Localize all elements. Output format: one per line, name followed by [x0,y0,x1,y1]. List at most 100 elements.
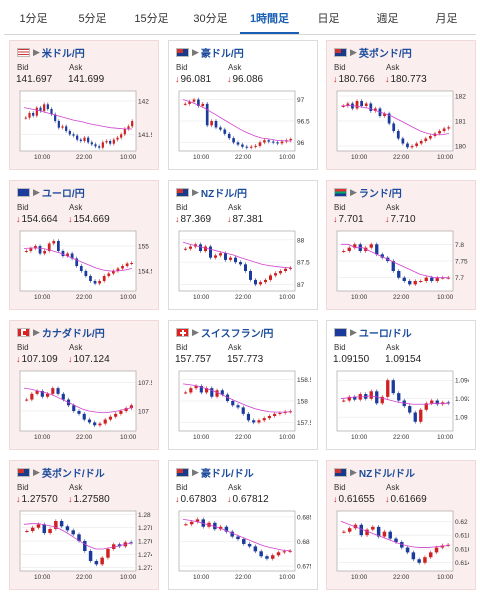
tab-3[interactable]: 30分足 [193,13,228,25]
bid-value: ↓96.081 [175,74,212,85]
candle-body [112,139,115,144]
price-chart[interactable]: 155 154.5 10:00 22:00 10:00 [18,229,152,303]
candle-body [441,277,445,279]
pair-name-link[interactable]: ▶ 豪ドル/円 [176,45,244,60]
candle-body [123,129,126,135]
down-arrow-icon: ↓ [333,494,338,504]
rate-card[interactable]: ▶ 豪ドル/円 Bid Ask ↓96.081 ↓96.086 97 96.5 96 10:00 2… [168,40,318,170]
candle-body [210,121,213,126]
candle-body [24,251,28,252]
x-tick-label: 22:00 [235,294,252,301]
down-arrow-icon: ↓ [385,74,390,84]
candle-body [391,261,395,271]
x-tick-label: 22:00 [393,434,410,441]
candle-body [397,271,401,278]
pair-name-link[interactable]: ▶ NZドル/ドル [334,465,415,480]
pair-name-link[interactable]: ▶ ランド/円 [334,185,402,200]
candle-body [35,391,39,394]
rate-card[interactable]: ▶スイスフラン/円 Bid Ask 157.757 157.773 158.5 158 157… [168,320,318,450]
ask-value: ↓1.27580 [68,494,110,505]
pair-name-link[interactable]: ▶ 英ポンド/ドル [17,465,105,480]
y-tick-label: 142 [138,99,149,106]
price-chart[interactable]: 107.5 107 10:00 22:00 10:00 [18,369,152,443]
rate-card[interactable]: ▶ NZドル/円 Bid Ask ↓87.369 ↓87.381 88 87.5 87 10:00… [168,180,318,310]
price-chart[interactable]: 142 141.5 10:00 22:00 10:00 [18,89,152,163]
candle-body [402,277,406,281]
down-arrow-icon: ↓ [333,214,338,224]
candle-body [236,405,240,408]
chevron-right-icon: ▶ [192,186,199,197]
pair-name-link[interactable]: ▶ スイスフラン/円 [176,325,273,340]
pair-name-link[interactable]: ▶ ユーロ/ドル [334,325,412,340]
y-tick-label: 0.618 [455,533,469,540]
rate-card[interactable]: ▶NZドル/ドル Bid Ask ↓0.61655 ↓0.61669 0.62 0.618 0… [326,460,476,590]
candle-body [88,551,93,561]
x-tick-label: 10:00 [34,294,51,301]
candle-body [195,519,200,522]
flag-icon [176,467,189,477]
candle-body [263,140,266,143]
candle-body [50,109,53,115]
candle-body [30,527,35,531]
rate-card[interactable]: ▶ユーロ/ドルBidAsk1.091501.091541.0941.0921.0… [326,320,476,450]
price-chart[interactable]: 88 87.5 87 10:00 22:00 10:00 [177,229,311,303]
rate-card[interactable]: ▶豪ドル/ドル Bid Ask ↓0.67803 ↓0.67812 0.685 0.68 0.… [168,460,318,590]
candle-body [100,557,104,565]
candle-body [419,281,423,282]
candle-body [188,101,191,104]
moving-average-line [182,99,292,142]
price-chart[interactable]: 7.8 7.75 7.7 10:00 22:00 10:00 [335,229,469,303]
candle-body [24,117,27,119]
candle-body [435,400,439,405]
price-chart[interactable]: 1.094 1.092 1.09 10:00 22:00 10:00 [335,369,469,443]
rate-card[interactable]: ▶米ドル/円 Bid Ask 141.697 141.699 142 141.5 10:00 2… [9,40,159,170]
rate-card[interactable]: ▶カナダドル/円BidAsk↓107.109↓107.124107.510710… [9,320,159,450]
rate-card[interactable]: ▶ 英ポンド/円 Bid Ask ↓180.766 ↓180.773 182 181 180 10… [326,40,476,170]
candle-body [274,273,277,276]
chevron-right-icon: ▶ [350,46,357,57]
candle-body [66,253,69,256]
tab-5[interactable]: 日足 [317,13,340,25]
candle-body [424,138,428,141]
candle-body [75,258,79,266]
pair-name-link[interactable]: ▶ ユーロ/円 [17,185,85,200]
price-chart[interactable]: 97 96.5 96 10:00 22:00 10:00 [177,89,311,163]
candle-body [413,281,417,285]
tab-1[interactable]: 5分足 [78,13,107,25]
candle-body [267,140,271,142]
tab-6[interactable]: 週足 [376,13,399,25]
x-tick-label: 10:00 [351,574,368,581]
tab-4[interactable]: 1時間足 [240,4,299,34]
candle-body [40,391,44,397]
pair-name-link[interactable]: ▶ NZドル/円 [176,185,247,200]
rate-card[interactable]: ▶英ポンド/ドル Bid Ask ↓1.27570 ↓1.27580 1.28 1.278 1… [9,460,159,590]
pair-name-link[interactable]: ▶ 米ドル/円 [17,45,85,60]
pair-name-link[interactable]: ▶ 豪ドル/ドル [176,465,254,480]
candle-body [446,402,450,404]
candle-body [269,275,272,280]
y-tick-label: 1.092 [455,396,469,403]
down-arrow-icon: ↓ [16,354,21,364]
price-chart[interactable]: 182 181 180 10:00 22:00 10:00 [335,89,469,163]
candle-body [116,268,120,271]
rate-card[interactable]: ▶ユーロ/円 Bid Ask ↓154.664 ↓154.669 155 154.5 10:0… [9,180,159,310]
candle-body [82,413,86,420]
candle-body [342,400,346,402]
candle-body [25,399,29,401]
candle-body [52,241,56,244]
tab-2[interactable]: 15分足 [134,13,169,25]
tab-0[interactable]: 1分足 [19,13,48,25]
chevron-right-icon: ▶ [192,466,199,477]
candle-body [224,526,229,532]
rate-card[interactable]: ▶ ランド/円 Bid Ask ↓7.701 ↓7.710 7.8 7.75 7.7 10:00 2… [326,180,476,310]
ask-label: Ask [69,343,83,352]
pair-name-link[interactable]: ▶ 英ポンド/円 [334,45,412,60]
candle-body [405,547,410,553]
candle-body [271,141,275,143]
tab-7[interactable]: 月足 [435,13,458,25]
pair-name-link[interactable]: ▶ カナダドル/円 [17,325,105,340]
